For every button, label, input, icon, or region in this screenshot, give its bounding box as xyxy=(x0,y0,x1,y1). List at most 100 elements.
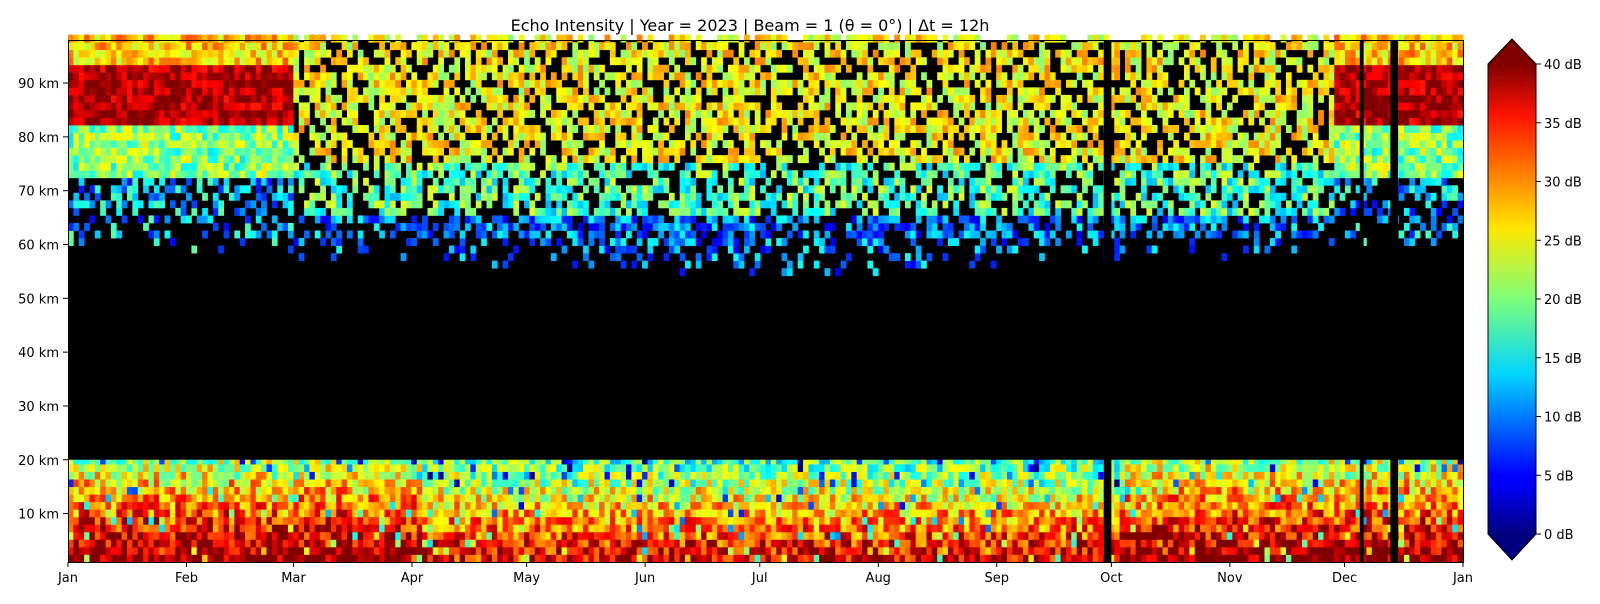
heatmap-cell xyxy=(105,132,112,141)
heatmap-cell xyxy=(277,539,284,548)
heatmap-cell xyxy=(255,117,262,126)
heatmap-cell xyxy=(363,479,369,488)
heatmap-cell xyxy=(304,87,310,96)
heatmap-cell xyxy=(191,102,198,111)
heatmap-cell xyxy=(491,486,498,495)
heatmap-cell xyxy=(583,516,589,525)
heatmap-cell xyxy=(411,494,418,503)
heatmap-cell xyxy=(223,79,230,88)
heatmap-cell xyxy=(524,185,530,194)
heatmap-cell xyxy=(824,509,831,518)
heatmap-cell xyxy=(427,42,434,51)
heatmap-cell xyxy=(169,456,176,465)
heatmap-cell xyxy=(132,125,139,133)
heatmap-cell xyxy=(642,192,648,201)
heatmap-cell xyxy=(829,125,836,133)
heatmap-cell xyxy=(357,524,364,533)
heatmap-cell xyxy=(717,79,723,88)
heatmap-cell xyxy=(448,245,455,254)
heatmap-cell xyxy=(341,464,348,472)
heatmap-cell xyxy=(722,464,729,472)
heatmap-cell xyxy=(835,494,842,503)
heatmap-cell xyxy=(169,94,176,103)
heatmap-cell xyxy=(577,192,584,201)
heatmap-cell xyxy=(207,102,214,111)
heatmap-cell xyxy=(851,215,858,224)
heatmap-cell xyxy=(502,222,509,231)
heatmap-cell xyxy=(191,64,198,73)
heatmap-cell xyxy=(770,64,777,73)
heatmap-cell xyxy=(663,117,670,126)
heatmap-cell xyxy=(711,132,718,141)
heatmap-cell xyxy=(400,42,407,51)
heatmap-cell xyxy=(250,109,257,118)
heatmap-cell xyxy=(116,230,123,239)
heatmap-cell xyxy=(588,64,595,73)
heatmap-cell xyxy=(389,192,396,201)
heatmap-cell xyxy=(566,546,573,555)
heatmap-cell xyxy=(153,125,160,133)
heatmap-cell xyxy=(432,516,439,525)
heatmap-cell xyxy=(438,531,444,540)
heatmap-cell xyxy=(218,147,224,156)
heatmap-cell xyxy=(148,42,155,51)
heatmap-cell xyxy=(749,222,756,231)
heatmap-cell xyxy=(636,524,643,533)
heatmap-cell xyxy=(191,494,198,503)
heatmap-cell xyxy=(658,102,664,111)
heatmap-cell xyxy=(116,471,123,480)
heatmap-cell xyxy=(856,524,863,533)
heatmap-cell xyxy=(282,486,289,495)
heatmap-cell xyxy=(73,125,80,133)
heatmap-cell xyxy=(266,117,273,126)
heatmap-cell xyxy=(652,456,659,465)
heatmap-cell xyxy=(524,230,530,239)
heatmap-cell xyxy=(432,125,439,133)
heatmap-cell xyxy=(186,215,192,224)
heatmap-cell xyxy=(432,539,439,548)
heatmap-cell xyxy=(191,501,198,510)
heatmap-cell xyxy=(438,185,444,194)
heatmap-cell xyxy=(797,253,804,262)
heatmap-cell xyxy=(143,170,149,179)
heatmap-cell xyxy=(352,185,359,194)
heatmap-cell xyxy=(191,486,198,495)
heatmap-cell xyxy=(717,479,723,488)
heatmap-cell xyxy=(862,117,868,126)
heatmap-cell xyxy=(228,49,235,58)
heatmap-cell xyxy=(583,486,589,495)
heatmap-cell xyxy=(604,524,611,533)
heatmap-cell xyxy=(116,57,123,66)
heatmap-cell xyxy=(261,524,267,533)
heatmap-cell xyxy=(416,222,423,231)
heatmap-cell xyxy=(631,125,638,133)
heatmap-cell xyxy=(470,170,477,179)
heatmap-cell xyxy=(604,72,611,81)
heatmap-cell xyxy=(797,471,804,480)
heatmap-cell xyxy=(765,34,772,43)
heatmap-cell xyxy=(647,546,654,555)
heatmap-cell xyxy=(572,546,579,555)
heatmap-cell xyxy=(389,140,396,149)
heatmap-cell xyxy=(475,501,482,510)
heatmap-cell xyxy=(679,524,686,533)
heatmap-cell xyxy=(287,64,294,73)
heatmap-cell xyxy=(701,170,707,179)
heatmap-cell xyxy=(78,87,85,96)
heatmap-cell xyxy=(583,245,589,254)
heatmap-cell xyxy=(223,109,230,118)
heatmap-cell xyxy=(626,117,632,126)
heatmap-cell xyxy=(706,185,713,194)
heatmap-cell xyxy=(803,516,809,525)
heatmap-cell xyxy=(711,516,718,525)
heatmap-cell xyxy=(631,192,638,201)
heatmap-cell xyxy=(137,531,144,540)
heatmap-cell xyxy=(701,516,707,525)
heatmap-cell xyxy=(685,207,691,216)
heatmap-cell xyxy=(132,524,139,533)
heatmap-cell xyxy=(808,464,815,472)
heatmap-cell xyxy=(379,539,385,548)
heatmap-cell xyxy=(776,516,782,525)
heatmap-cell xyxy=(330,117,337,126)
heatmap-cell xyxy=(180,207,187,216)
